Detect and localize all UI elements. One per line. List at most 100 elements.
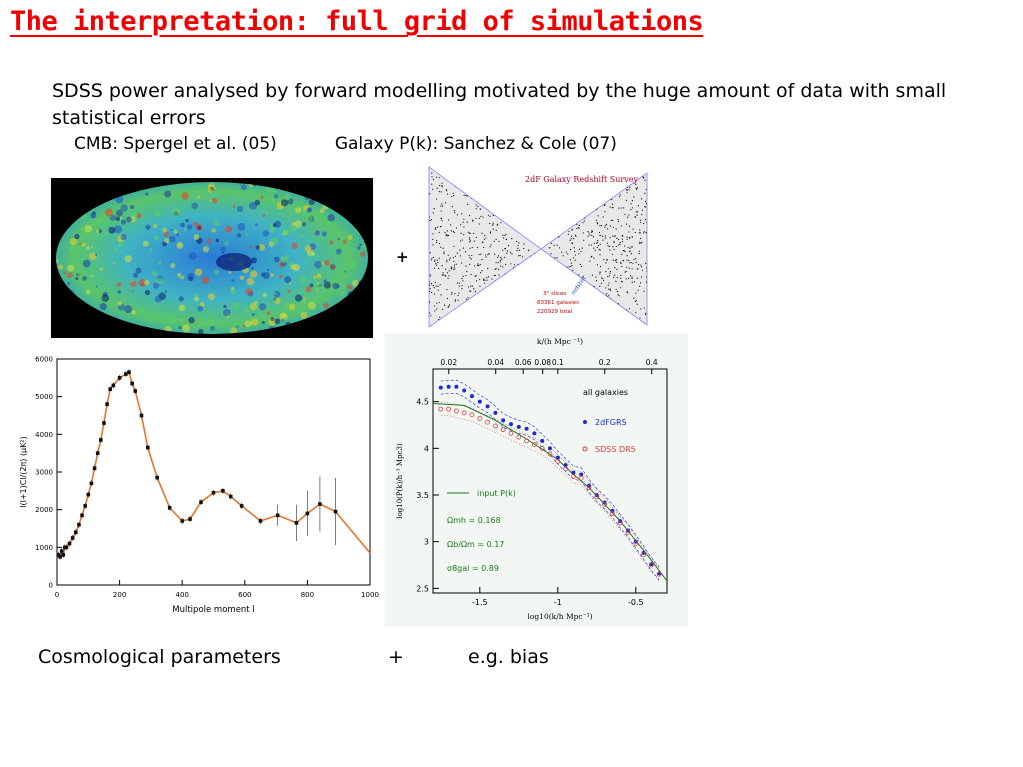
cmb-spot bbox=[251, 312, 255, 317]
sdss-point bbox=[531, 442, 537, 447]
galaxy-dot bbox=[558, 247, 561, 249]
sdss-point bbox=[539, 445, 545, 451]
cmb-spot bbox=[346, 284, 351, 290]
galaxy-dot bbox=[605, 223, 608, 225]
cmb-spot bbox=[338, 289, 346, 297]
galaxy-dot bbox=[596, 222, 598, 224]
galaxy-dot bbox=[466, 195, 468, 197]
galaxy-dot bbox=[639, 285, 641, 287]
galaxy-dot bbox=[556, 257, 558, 259]
twodf-point bbox=[509, 422, 513, 427]
cmb-spot bbox=[222, 251, 225, 254]
galaxy-dot bbox=[590, 244, 593, 246]
cmb-spot bbox=[300, 234, 304, 238]
cmb-spot bbox=[130, 280, 137, 287]
cmb-spot bbox=[273, 292, 277, 295]
galaxy-dot bbox=[498, 274, 500, 276]
cmb-spot bbox=[131, 310, 136, 315]
galaxy-dot bbox=[597, 223, 599, 225]
cmb-spot bbox=[168, 316, 176, 323]
cmb-spot bbox=[268, 318, 276, 327]
galaxy-dot bbox=[461, 262, 463, 264]
cmb-spot bbox=[69, 246, 76, 253]
galaxy-dot bbox=[436, 302, 438, 304]
galaxy-dot bbox=[501, 258, 503, 260]
galaxy-dot bbox=[597, 215, 599, 217]
data-point bbox=[77, 522, 81, 527]
cmb-spot bbox=[254, 300, 258, 305]
cmb-spot bbox=[324, 259, 330, 266]
legend-header: all galaxies bbox=[583, 388, 628, 397]
galaxy-dot bbox=[487, 268, 489, 270]
cmb-spot bbox=[198, 329, 204, 334]
cmb-spot bbox=[258, 243, 266, 251]
cmb-spot bbox=[182, 324, 191, 333]
galaxy-dot bbox=[463, 226, 465, 228]
galaxy-dot bbox=[567, 253, 569, 255]
galaxy-dot bbox=[500, 222, 502, 224]
cmb-spot bbox=[232, 301, 240, 310]
galaxy-dot bbox=[578, 253, 580, 255]
cmb-spot bbox=[108, 226, 116, 234]
cmb-spot bbox=[243, 306, 250, 313]
galaxy-dot bbox=[463, 234, 465, 236]
twodf-point bbox=[438, 385, 443, 390]
galaxy-dot bbox=[451, 206, 453, 208]
galaxy-dot bbox=[476, 246, 479, 249]
bottom-line: Cosmological parameters + e.g. bias bbox=[38, 646, 549, 668]
cmb-spot bbox=[288, 303, 296, 310]
galaxy-dot bbox=[441, 186, 443, 188]
cmb-spot bbox=[152, 223, 158, 229]
galaxy-dot bbox=[581, 247, 583, 249]
legend-2df-marker bbox=[583, 420, 587, 424]
galaxy-dot bbox=[640, 198, 643, 200]
galaxy-dot bbox=[434, 310, 436, 312]
cmb-spot bbox=[186, 224, 193, 230]
galaxy-dot bbox=[444, 231, 446, 234]
cmb-spot bbox=[265, 211, 269, 214]
galaxy-dot bbox=[567, 233, 569, 236]
galaxy-dot bbox=[527, 249, 530, 252]
galaxy-dot bbox=[453, 264, 456, 266]
twodf-point bbox=[493, 410, 498, 415]
cmb-spot bbox=[115, 195, 124, 204]
galaxy-dot bbox=[596, 242, 598, 244]
galaxy-dot bbox=[440, 218, 443, 220]
galaxy-dot bbox=[608, 275, 611, 277]
survey-total: 220929 total bbox=[537, 309, 573, 315]
galaxy-dot bbox=[431, 172, 433, 174]
cmb-spot bbox=[350, 286, 353, 290]
y-tick-label: 4000 bbox=[35, 431, 53, 439]
galaxy-dot bbox=[638, 232, 640, 234]
galaxy-dot bbox=[637, 268, 639, 270]
galaxy-dot bbox=[640, 308, 642, 310]
cmb-spot bbox=[319, 208, 325, 214]
galaxy-dot bbox=[448, 270, 450, 272]
galaxy-dot bbox=[471, 285, 474, 287]
galaxy-dot bbox=[569, 259, 572, 261]
galaxy-dot bbox=[589, 260, 591, 262]
galaxy-dot bbox=[440, 294, 442, 296]
x-tick-label: -0.5 bbox=[628, 598, 644, 607]
survey-title: 2dF Galaxy Redshift Survey bbox=[525, 175, 638, 184]
galaxy-dot bbox=[580, 265, 583, 268]
cmb-spot bbox=[230, 288, 236, 295]
cmb-spot bbox=[295, 207, 302, 214]
cmb-spot bbox=[266, 268, 270, 272]
cmb-spot bbox=[251, 318, 259, 326]
cmb-cold-spot bbox=[216, 253, 252, 271]
galaxy-dot bbox=[608, 288, 610, 290]
galaxy-dot bbox=[565, 251, 568, 253]
galaxy-dot bbox=[615, 261, 618, 263]
galaxy-dot bbox=[611, 199, 613, 201]
cmb-spot bbox=[329, 240, 334, 245]
galaxy-dot bbox=[445, 189, 447, 191]
galaxy-dot bbox=[615, 245, 617, 247]
galaxy-dot bbox=[617, 303, 620, 305]
cmb-spot bbox=[289, 225, 297, 232]
galaxy-dot bbox=[474, 265, 476, 267]
galaxy-dot bbox=[492, 224, 494, 226]
galaxy-dot bbox=[607, 245, 609, 247]
galaxy-dot bbox=[468, 238, 471, 240]
cmb-spot bbox=[145, 224, 151, 230]
